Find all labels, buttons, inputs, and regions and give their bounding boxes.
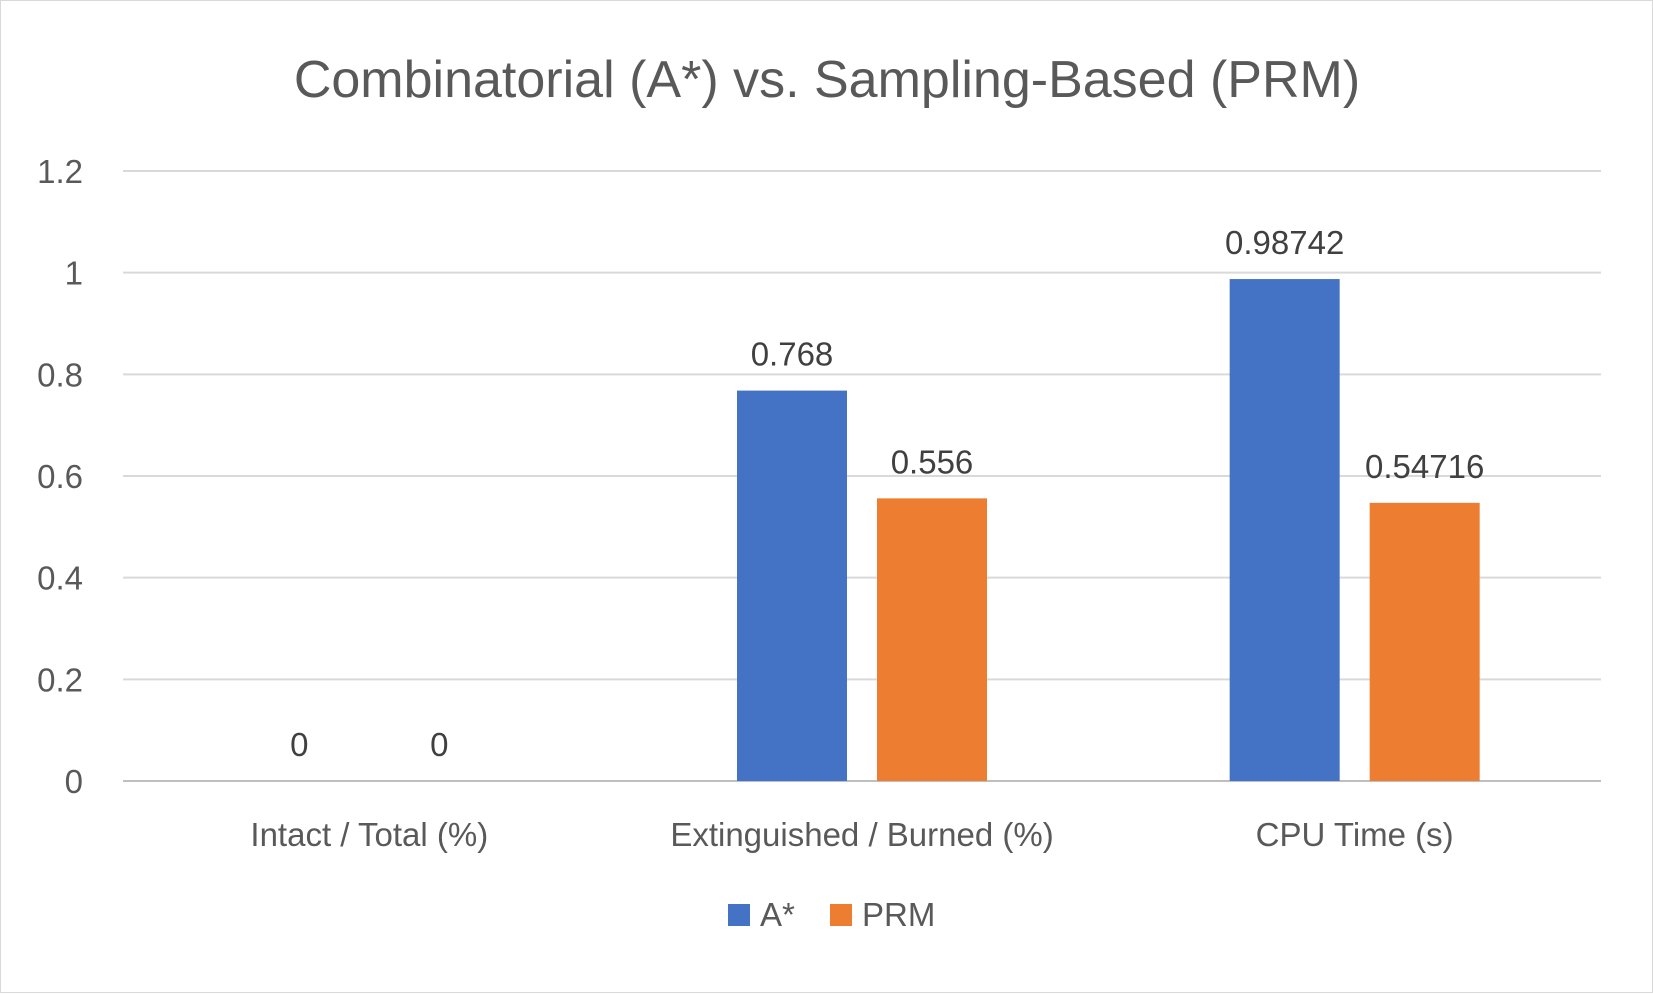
y-tick-label: 1	[65, 255, 83, 292]
y-tick-label: 0.4	[37, 560, 83, 597]
chart-title: Combinatorial (A*) vs. Sampling-Based (P…	[294, 51, 1360, 109]
x-category-label: Extinguished / Burned (%)	[670, 816, 1053, 853]
y-axis-ticks: 0 0.2 0.4 0.6 0.8 1 1.2	[37, 153, 83, 800]
bar-prm	[1369, 502, 1480, 781]
x-category-label: Intact / Total (%)	[250, 816, 488, 853]
legend-label: A*	[760, 896, 795, 933]
y-tick-label: 0.2	[37, 661, 83, 698]
bar-prm	[877, 498, 987, 781]
bars	[737, 279, 1480, 781]
y-tick-label: 0.8	[37, 356, 83, 393]
legend: A* PRM	[728, 896, 935, 933]
y-tick-label: 0.6	[37, 458, 83, 495]
legend-swatch-astar	[728, 904, 750, 926]
data-label: 0	[430, 726, 448, 763]
legend-swatch-prm	[830, 904, 852, 926]
data-label: 0.98742	[1225, 224, 1344, 261]
y-tick-label: 0	[65, 763, 83, 800]
bar-astar	[1229, 279, 1340, 781]
y-tick-label: 1.2	[37, 153, 83, 190]
x-axis-categories: Intact / Total (%) Extinguished / Burned …	[250, 816, 1453, 853]
data-labels: 0 0 0.768 0.556 0.98742 0.54716	[290, 224, 1484, 763]
data-label: 0	[290, 726, 308, 763]
x-category-label: CPU Time (s)	[1256, 816, 1454, 853]
data-label: 0.556	[891, 443, 974, 480]
gridlines	[123, 170, 1601, 782]
bar-astar	[737, 390, 847, 781]
legend-label: PRM	[862, 896, 935, 933]
data-label: 0.768	[751, 336, 834, 373]
data-label: 0.54716	[1365, 448, 1484, 485]
